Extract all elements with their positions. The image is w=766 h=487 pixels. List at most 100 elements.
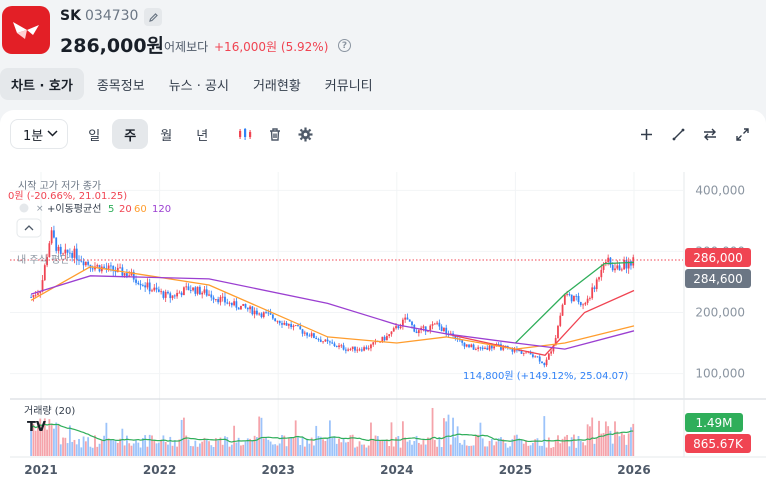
help-icon[interactable]: ? bbox=[338, 39, 351, 52]
volume-bar bbox=[110, 439, 112, 456]
candle-body bbox=[328, 341, 331, 343]
volume-bar bbox=[424, 444, 427, 456]
volume-bar bbox=[397, 436, 400, 456]
candle-body bbox=[481, 347, 484, 349]
candle-body bbox=[461, 340, 464, 343]
volume-bar bbox=[128, 443, 131, 456]
candle-body bbox=[256, 310, 258, 315]
candle-body bbox=[82, 261, 85, 266]
candle-body bbox=[132, 271, 135, 280]
volume-bar bbox=[224, 436, 226, 456]
volume-bar bbox=[363, 444, 366, 456]
candle-body bbox=[573, 295, 575, 302]
plus-icon[interactable] bbox=[630, 119, 662, 149]
candle-body bbox=[240, 305, 242, 310]
volume-bar bbox=[132, 443, 135, 456]
volume-bar bbox=[520, 439, 523, 456]
price-chart[interactable]: 400,000300,000200,000100,000202120222023… bbox=[0, 110, 766, 487]
draw-line-icon[interactable] bbox=[662, 119, 694, 149]
gear-icon[interactable] bbox=[290, 119, 320, 149]
candle-body bbox=[552, 345, 555, 352]
eye-icon[interactable] bbox=[19, 203, 29, 213]
tab-1[interactable]: 종목정보 bbox=[96, 78, 145, 94]
candle-body bbox=[408, 319, 411, 322]
ma-legend[interactable]: × +이동평균선 5 20 60 120 bbox=[19, 203, 172, 215]
ma-value-badge: 284,600 bbox=[693, 272, 743, 286]
expand-icon[interactable] bbox=[726, 119, 758, 149]
trash-icon[interactable] bbox=[260, 119, 290, 149]
volume-bar bbox=[372, 438, 375, 456]
volume-bar bbox=[459, 442, 461, 456]
candle-body bbox=[265, 312, 267, 314]
candle-body bbox=[324, 339, 327, 342]
candle-body bbox=[201, 292, 204, 295]
candle-body bbox=[135, 279, 137, 283]
candle-body bbox=[53, 230, 55, 238]
candle-body bbox=[502, 345, 505, 350]
timeframe-1[interactable]: 주 bbox=[112, 119, 149, 149]
volume-top-badge: 1.49M bbox=[695, 416, 732, 430]
volume-bar bbox=[577, 436, 580, 456]
collapse-legend-button[interactable] bbox=[16, 218, 42, 238]
candle-body bbox=[525, 352, 527, 354]
volume-bar bbox=[388, 446, 391, 456]
volume-bar bbox=[141, 438, 144, 456]
volume-bar bbox=[422, 440, 425, 456]
candle-body bbox=[513, 348, 516, 352]
timeframe-2[interactable]: 월 bbox=[160, 128, 173, 144]
stock-header: SK 034730 286,000원 어제보다 +16,000원 (5.92%)… bbox=[0, 0, 766, 66]
candle-body bbox=[141, 285, 144, 287]
timeframe-0[interactable]: 일 bbox=[88, 128, 101, 144]
period-select[interactable]: 1분 bbox=[10, 119, 69, 149]
candle-body bbox=[173, 295, 176, 297]
volume-bar bbox=[602, 432, 605, 456]
candle-body bbox=[164, 291, 167, 298]
volume-bar bbox=[46, 429, 48, 456]
volume-bar bbox=[203, 437, 206, 456]
volume-bar bbox=[310, 437, 313, 456]
volume-bar bbox=[582, 442, 584, 456]
candle-body bbox=[584, 302, 587, 305]
volume-bar bbox=[490, 438, 493, 456]
volume-bar bbox=[374, 435, 377, 456]
candle-body bbox=[50, 230, 53, 244]
candle-body bbox=[630, 261, 632, 266]
candle-body bbox=[331, 342, 334, 344]
candle-body bbox=[315, 337, 318, 340]
volume-bar bbox=[100, 440, 103, 456]
candle-body bbox=[192, 287, 194, 291]
volume-bar bbox=[463, 439, 466, 456]
candle-body bbox=[443, 327, 445, 332]
tab-0[interactable]: 차트 · 호가 bbox=[0, 68, 84, 100]
candle-body bbox=[538, 356, 541, 362]
timeframe-3[interactable]: 년 bbox=[196, 128, 209, 144]
tab-4[interactable]: 커뮤니티 bbox=[324, 78, 373, 94]
candle-body bbox=[429, 325, 432, 331]
candle-body bbox=[62, 253, 64, 255]
volume-bar bbox=[39, 418, 42, 456]
ma20-label: 20 bbox=[119, 204, 132, 215]
volume-bar bbox=[290, 437, 293, 456]
candle-body bbox=[383, 336, 386, 341]
volume-bar bbox=[244, 441, 247, 456]
volume-bar bbox=[543, 416, 546, 456]
candle-body bbox=[570, 294, 573, 302]
volume-bar bbox=[326, 438, 329, 456]
swap-icon[interactable] bbox=[694, 119, 726, 149]
candle-settings-icon[interactable] bbox=[230, 119, 260, 149]
volume-bar bbox=[48, 419, 51, 456]
volume-bar bbox=[584, 445, 587, 456]
candle-body bbox=[506, 346, 509, 348]
tab-3[interactable]: 거래현황 bbox=[252, 78, 301, 94]
tab-2[interactable]: 뉴스 · 공시 bbox=[168, 78, 229, 94]
close-icon[interactable]: × bbox=[36, 204, 44, 214]
volume-bar bbox=[493, 445, 496, 456]
volume-bar bbox=[566, 434, 568, 456]
edit-button[interactable] bbox=[144, 8, 162, 26]
volume-bar bbox=[260, 417, 263, 456]
volume-bar bbox=[411, 444, 413, 456]
candle-body bbox=[189, 290, 192, 291]
volume-bar bbox=[183, 417, 185, 456]
